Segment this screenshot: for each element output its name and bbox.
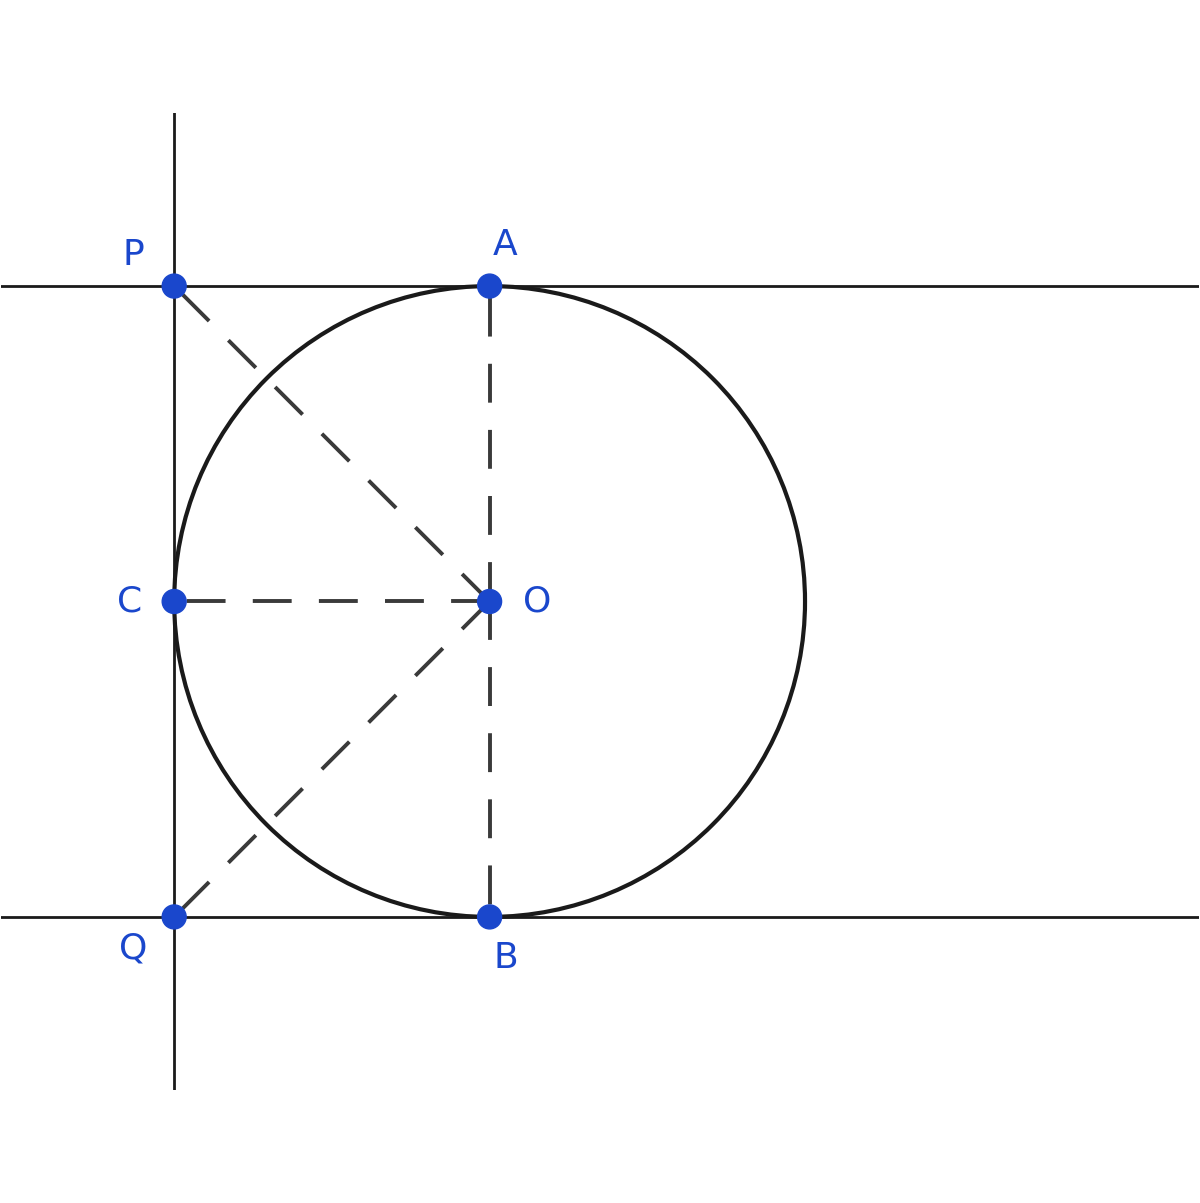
Circle shape xyxy=(162,274,186,298)
Text: A: A xyxy=(493,229,517,262)
Text: O: O xyxy=(523,585,551,618)
Text: P: P xyxy=(122,237,144,272)
Circle shape xyxy=(478,589,502,614)
Circle shape xyxy=(478,274,502,298)
Text: Q: Q xyxy=(119,931,148,966)
Circle shape xyxy=(162,905,186,929)
Text: C: C xyxy=(118,585,143,618)
Text: B: B xyxy=(493,941,517,974)
Circle shape xyxy=(478,905,502,929)
Circle shape xyxy=(162,589,186,614)
